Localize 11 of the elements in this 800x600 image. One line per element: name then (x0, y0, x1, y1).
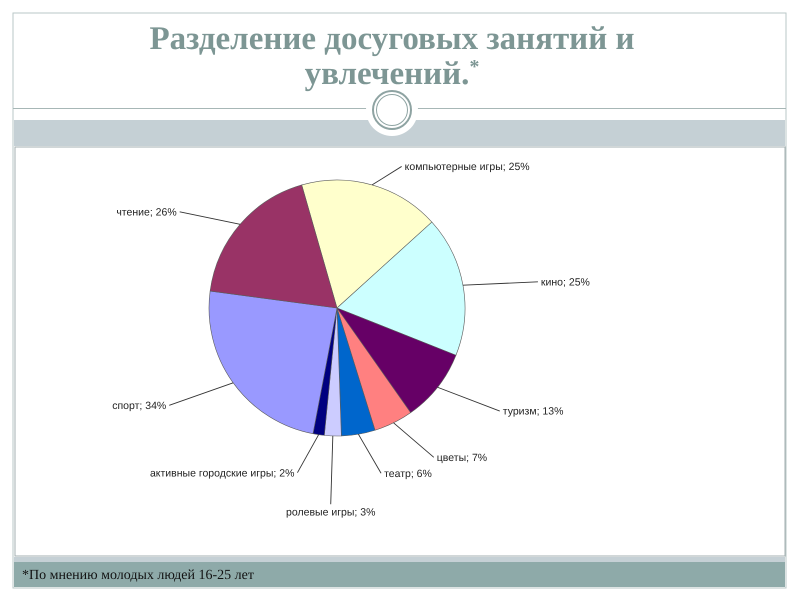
slice-label: кино; 25% (540, 276, 590, 288)
slice-label: туризм; 13% (502, 406, 564, 418)
slice-label: ролевые игры; 3% (286, 506, 376, 519)
chart-title: Разделение досуговых занятий и увлечений.$^{*}$ (150, 21, 634, 92)
slice-label: активные городские игры; 2% (150, 467, 294, 480)
slice-label: чтение; 26% (116, 206, 177, 218)
slice-label: театр; 6% (384, 468, 432, 480)
text: *По мнению молодых людей 16-25 лет (22, 568, 254, 583)
slice-label: компьютерные игры; 25% (404, 161, 530, 174)
slice-label: цветы; 7% (436, 452, 488, 464)
slice-label: спорт; 34% (112, 400, 166, 412)
